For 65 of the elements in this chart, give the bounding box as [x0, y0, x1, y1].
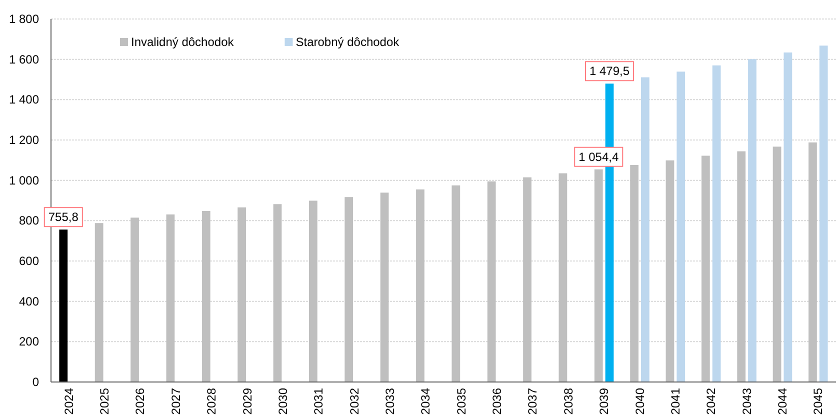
bar: [808, 142, 817, 382]
x-tick-label: 2025: [98, 388, 112, 415]
bar: [380, 192, 389, 382]
y-tick-label: 1 200: [8, 133, 40, 147]
x-tick-label: 2040: [632, 388, 647, 415]
y-tick-label: 400: [18, 294, 40, 308]
bar: [238, 207, 246, 382]
x-tick-label: 2042: [704, 388, 718, 415]
x-tick-label: 2024: [62, 388, 76, 415]
bar: [737, 151, 746, 382]
bar: [772, 146, 782, 382]
bar: [273, 204, 282, 382]
data-label: 755,8: [48, 210, 79, 224]
y-tick-label: 1 600: [8, 52, 40, 66]
legend-label: Invalidný dôchodok: [131, 35, 235, 49]
bar: [819, 46, 828, 382]
bar: [784, 52, 792, 382]
bar: [676, 72, 686, 382]
x-tick-label: 2045: [811, 388, 826, 415]
x-tick-label: 2034: [418, 388, 433, 415]
bar: [452, 185, 460, 382]
bar: [416, 189, 424, 382]
y-tick-label: 600: [18, 254, 40, 268]
y-tick-label: 800: [18, 214, 40, 228]
legend-label: Starobný dôchodok: [296, 35, 400, 49]
bar: [344, 197, 354, 382]
x-tick-label: 2036: [490, 388, 504, 415]
bar: [701, 156, 710, 382]
y-tick-label: 1 800: [8, 12, 40, 26]
bar: [202, 210, 210, 382]
bar: [523, 177, 532, 382]
bar: [594, 169, 603, 382]
x-tick-label: 2032: [347, 388, 362, 415]
bar: [166, 214, 175, 382]
x-tick-label: 2035: [454, 388, 468, 415]
y-tick-label: 0: [32, 375, 40, 389]
bar: [308, 200, 318, 382]
x-tick-label: 2026: [133, 388, 148, 415]
bar: [487, 181, 496, 382]
x-tick-label: 2030: [276, 388, 290, 415]
x-tick-label: 2039: [597, 388, 612, 415]
bar: [748, 59, 756, 382]
bar: [630, 165, 638, 382]
x-tick-label: 2041: [668, 388, 682, 415]
y-tick-label: 200: [18, 334, 40, 349]
bar: [712, 65, 721, 382]
bar: [59, 230, 68, 382]
bar: [641, 77, 650, 382]
bar: [94, 223, 104, 382]
x-tick-label: 2028: [204, 388, 219, 415]
x-tick-label: 2027: [168, 388, 183, 415]
x-tick-label: 2043: [740, 388, 754, 415]
y-tick-label: 1 400: [8, 92, 40, 107]
x-tick-label: 2031: [312, 388, 326, 415]
x-tick-label: 2037: [526, 388, 540, 415]
bar: [666, 160, 674, 382]
x-tick-label: 2033: [382, 388, 397, 415]
data-label: 1 479,5: [589, 64, 630, 78]
x-tick-label: 2044: [775, 388, 790, 415]
bar: [130, 218, 139, 382]
bar: [558, 173, 568, 382]
y-tick-label: 1 000: [8, 173, 40, 188]
x-tick-label: 2029: [240, 388, 254, 415]
x-tick-label: 2038: [561, 388, 576, 415]
data-label: 1 054,4: [578, 150, 619, 164]
